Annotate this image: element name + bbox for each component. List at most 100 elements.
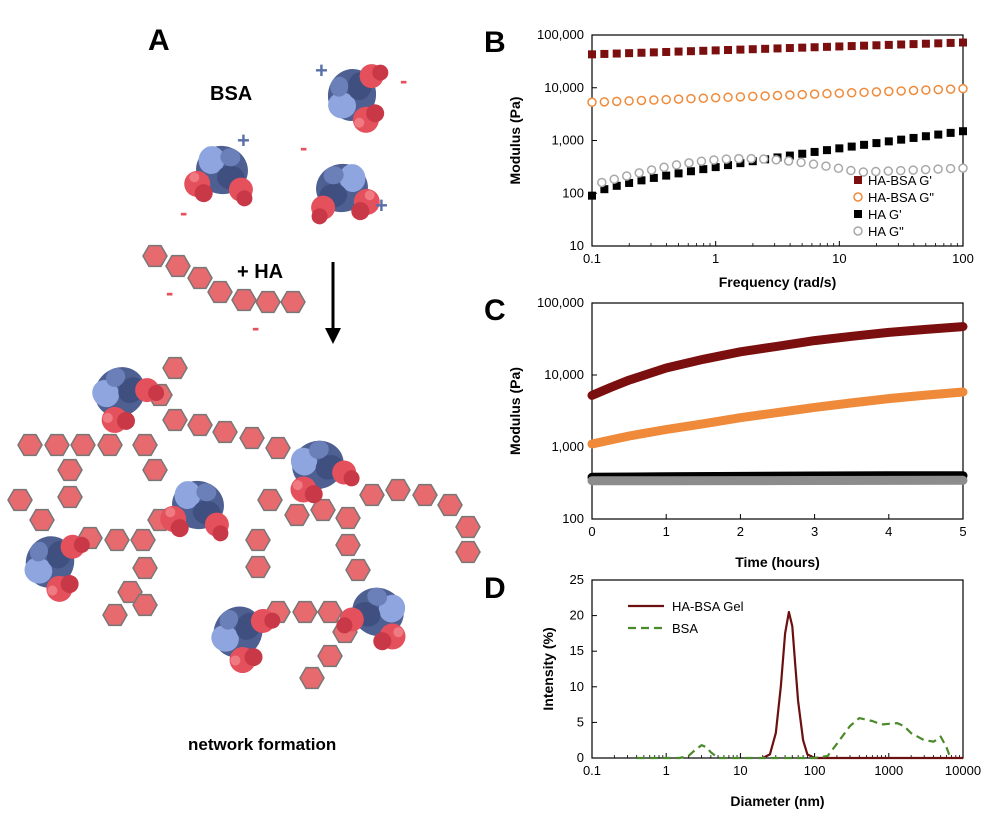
data-point: [798, 43, 807, 52]
data-point: [711, 163, 720, 172]
data-point: [597, 177, 607, 188]
data-point: [847, 142, 856, 151]
data-point: [758, 154, 769, 164]
panel-a: A BSA + - + - - + - - + HA: [7, 24, 481, 754]
legend-label: BSA: [672, 621, 698, 636]
data-point: [958, 83, 968, 94]
data-point: [872, 41, 881, 50]
data-point: [748, 45, 757, 54]
data-point: [636, 95, 647, 106]
data-point: [785, 151, 794, 160]
plot-frame: [591, 302, 964, 520]
data-point: [674, 47, 683, 56]
data-point: [884, 137, 893, 146]
y-tick-label: 25: [570, 572, 584, 587]
x-tick-label: 1: [712, 251, 719, 266]
x-tick-label: 0: [588, 524, 595, 539]
data-point: [686, 47, 695, 56]
legend-label: HA G': [868, 207, 902, 222]
data-point: [835, 42, 844, 51]
y-tick-label: 20: [570, 608, 584, 623]
panel-letter: C: [484, 294, 506, 327]
charge-plus-3: +: [375, 193, 388, 218]
data-point: [671, 160, 682, 170]
series-line: [636, 717, 953, 760]
y-tick-label: 1,000: [551, 439, 584, 454]
data-point: [783, 156, 794, 166]
legend-label: HA G": [868, 224, 904, 239]
series-3: [597, 153, 968, 188]
legend-marker: [853, 192, 863, 202]
data-point: [822, 146, 831, 155]
data-point: [588, 191, 596, 200]
y-tick-label: 100,000: [537, 27, 584, 42]
panel-b-chart: B 0.1 1 10 100 10 100 1,000 10,000 100,000 Frequen…: [484, 26, 974, 290]
series-0: [762, 610, 963, 760]
y-tick-label: 100,000: [537, 295, 584, 310]
data-point: [896, 86, 906, 96]
data-point: [721, 154, 732, 164]
data-point: [921, 85, 931, 95]
legend-label: HA-BSA G': [868, 173, 932, 188]
legend-marker: [854, 176, 862, 184]
data-point: [646, 165, 657, 175]
x-tick-label: 5: [959, 524, 966, 539]
data-point: [822, 88, 832, 99]
data-point: [686, 167, 695, 176]
x-tick-label: 0.1: [583, 251, 601, 266]
data-point: [698, 93, 709, 103]
series-0: [587, 322, 968, 400]
series-1: [587, 83, 968, 108]
data-point: [883, 166, 894, 176]
data-point: [723, 92, 733, 103]
data-point: [860, 41, 869, 50]
charge-plus-2: +: [315, 58, 328, 83]
data-point: [649, 95, 659, 105]
data-point: [611, 96, 622, 107]
panel-letter: D: [484, 572, 506, 605]
data-point: [773, 44, 782, 53]
data-point: [662, 171, 671, 180]
ha-charge-minus-1: -: [166, 280, 173, 305]
data-point: [808, 159, 819, 169]
series-line: [587, 322, 968, 400]
data-point: [634, 168, 644, 178]
data-point: [909, 40, 918, 49]
x-tick-label: 1: [663, 524, 670, 539]
x-tick-label: 1: [663, 763, 670, 778]
data-point: [785, 90, 795, 100]
y-tick-label: 100: [562, 511, 584, 526]
y-tick-label: 0: [577, 750, 584, 765]
data-point: [946, 128, 955, 137]
network-protein-2: [157, 475, 237, 546]
network-caption: network formation: [188, 735, 336, 754]
data-point: [920, 164, 931, 175]
data-point: [621, 171, 632, 181]
data-point: [859, 87, 869, 98]
data-point: [921, 132, 930, 141]
x-tick-label: 100: [804, 763, 826, 778]
y-tick-label: 10,000: [544, 367, 584, 382]
data-point: [908, 165, 918, 175]
data-point: [884, 40, 893, 49]
y-axis-label: Intensity (%): [540, 627, 556, 710]
series-line: [762, 610, 963, 760]
data-point: [959, 38, 967, 47]
y-axis-label: Modulus (Pa): [507, 97, 523, 185]
data-point: [796, 157, 806, 168]
data-point: [921, 39, 930, 48]
data-point: [673, 94, 684, 104]
data-point: [933, 84, 944, 95]
data-point: [858, 167, 869, 177]
data-point: [600, 49, 609, 58]
data-point: [945, 84, 956, 94]
data-point: [771, 155, 781, 165]
data-point: [625, 178, 634, 187]
data-point: [609, 174, 619, 184]
data-point: [884, 86, 894, 97]
series-1: [587, 387, 968, 449]
bsa-protein-3: [303, 158, 383, 229]
data-point: [760, 91, 770, 101]
x-tick-label: 3: [811, 524, 818, 539]
network-protein-1: [77, 351, 170, 442]
